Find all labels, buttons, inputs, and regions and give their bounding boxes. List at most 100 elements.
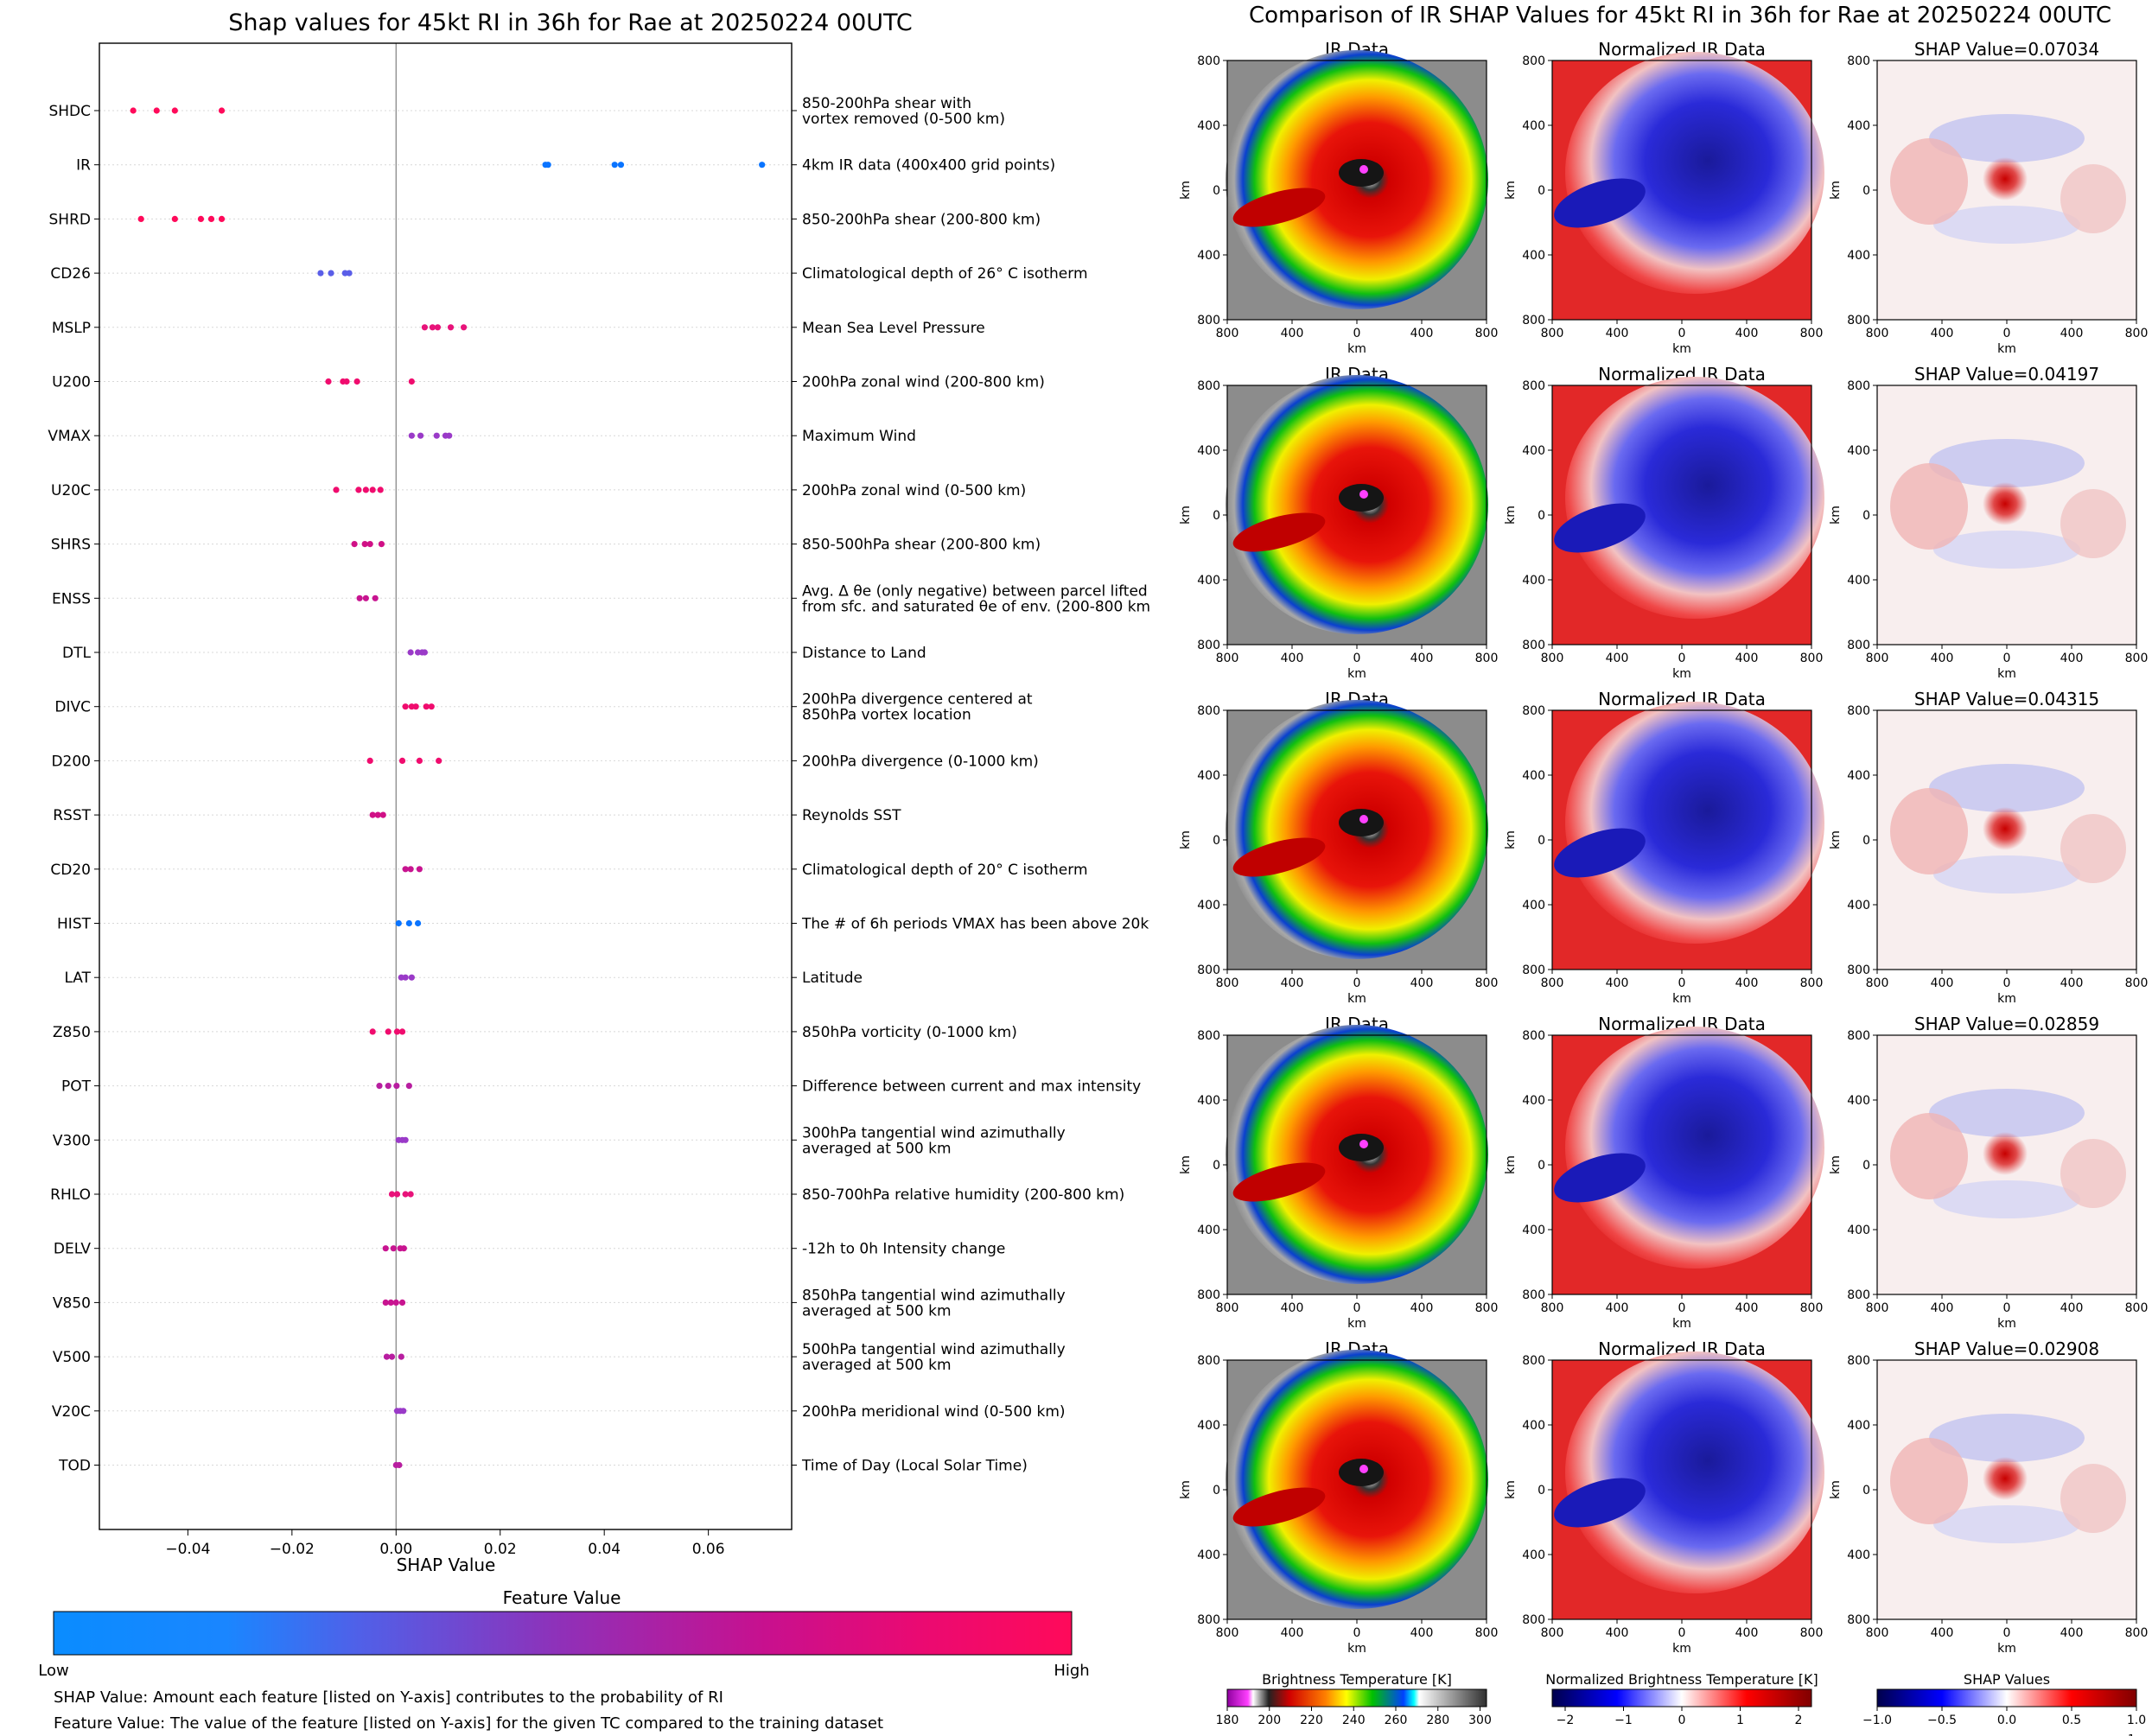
- shap-point: [393, 1083, 400, 1090]
- shap-core-hotspot: [1983, 1132, 2028, 1175]
- ir-image: [1226, 50, 1488, 320]
- panel-y-tick-label: 800: [1522, 704, 1545, 718]
- feature-name-label: V500: [53, 1349, 91, 1366]
- panel-y-tick-label: 400: [1847, 769, 1870, 783]
- feature-description: Mean Sea Level Pressure: [802, 320, 985, 337]
- panel-y-tick-label: 800: [1847, 379, 1870, 393]
- panel-x-axis-label: km: [1997, 1642, 2016, 1656]
- panel-y-tick-label: 400: [1522, 1419, 1545, 1433]
- panel-y-tick-label: 800: [1847, 1029, 1870, 1043]
- shap-point: [395, 919, 402, 927]
- panel-x-axis-label: km: [1672, 1317, 1691, 1331]
- feature-description: 850-700hPa relative humidity (200-800 km…: [802, 1186, 1124, 1204]
- panel-x-tick-label: 800: [1541, 1301, 1564, 1315]
- panel-y-tick-label: 400: [1522, 1548, 1545, 1562]
- colorbar-tick-label: 0: [1678, 1714, 1686, 1727]
- panel-x-tick-label: 800: [2125, 327, 2149, 340]
- shap-positive-region: [1890, 463, 1968, 550]
- colorbar-tick-label: 2: [1795, 1714, 1803, 1727]
- colorbar-tick-label: 200: [1257, 1714, 1281, 1727]
- panel-y-axis-label: km: [1504, 506, 1518, 525]
- panel-y-tick-label: 800: [1197, 1613, 1220, 1627]
- shap-point: [414, 919, 422, 927]
- shap-point: [153, 107, 160, 114]
- shap-point: [433, 432, 440, 439]
- shap-point: [385, 1083, 392, 1090]
- shap-point: [377, 486, 384, 493]
- panel-x-tick-label: 800: [1800, 327, 1824, 340]
- shap-point: [388, 1191, 396, 1198]
- x-tick-label: 0.06: [692, 1541, 725, 1558]
- feature-value-colorbar: [53, 1611, 1073, 1656]
- panel-x-tick-label: 800: [1541, 1626, 1564, 1640]
- panel-y-tick-label: 400: [1197, 1094, 1220, 1108]
- normalized-rainband: [1554, 503, 1646, 553]
- panel-y-tick-label: 800: [1197, 1288, 1220, 1302]
- panel-y-tick-label: 400: [1847, 574, 1870, 588]
- shap-positive-region: [1890, 1438, 1968, 1524]
- panel-x-tick-label: 800: [1866, 1301, 1889, 1315]
- panel-x-tick-label: 400: [1606, 976, 1629, 990]
- shap-positive-region: [1890, 138, 1968, 225]
- note-shap-value: SHAP Value: Amount each feature [listed …: [54, 1688, 723, 1707]
- feature-name-label: Z850: [53, 1024, 91, 1041]
- panel-x-tick-label: 400: [1931, 1626, 1954, 1640]
- shap-point: [398, 1299, 406, 1306]
- panel-y-axis-label: km: [1504, 830, 1518, 849]
- shap-negative-region: [1929, 1414, 2085, 1462]
- shap-point: [447, 324, 455, 331]
- normalized-ir-image: [1552, 1351, 1824, 1619]
- panel-y-tick-label: 400: [1522, 769, 1545, 783]
- shap-point: [317, 270, 324, 277]
- feature-description: 200hPa zonal wind (0-500 km): [802, 482, 1026, 499]
- shap-point: [408, 432, 415, 439]
- comparison-row: IR Data80080040040000400400800800kmkmNor…: [1179, 1014, 2148, 1331]
- panel-x-tick-label: 400: [1931, 976, 1954, 990]
- shap-point: [402, 703, 409, 710]
- panel-x-axis-label: km: [1997, 992, 2016, 1006]
- feature-description: 200hPa zonal wind (200-800 km): [802, 374, 1045, 391]
- feature-name-label: U20C: [51, 482, 91, 499]
- feature-name-label: VMAX: [48, 428, 91, 445]
- panel-x-axis-label: km: [1347, 667, 1366, 681]
- feature-name-label: DIVC: [54, 699, 91, 716]
- panel-x-tick-label: 400: [1281, 1301, 1304, 1315]
- feature-description: 500hPa tangential wind azimuthally: [802, 1341, 1066, 1358]
- panel-x-tick-label: 800: [1866, 652, 1889, 665]
- panel-y-tick-label: 400: [1847, 249, 1870, 263]
- panel-x-tick-label: 0: [2003, 1626, 2011, 1640]
- colorbar-tick-label: 300: [1468, 1714, 1492, 1727]
- panel-y-tick-label: 400: [1522, 899, 1545, 913]
- shap-point: [382, 1299, 389, 1306]
- colorbar: Normalized Brightness Temperature [K] −2 −…: [1545, 1671, 1818, 1727]
- colorbar-tick-label: 1.0: [2127, 1714, 2146, 1727]
- shap-point: [328, 270, 334, 277]
- panel-y-tick-label: 400: [1847, 1224, 1870, 1237]
- shap-point: [130, 107, 137, 114]
- feature-name-label: RSST: [53, 807, 91, 824]
- feature-description: Latitude: [802, 970, 863, 987]
- shap-point: [412, 703, 419, 710]
- shap-panel-title: SHAP Value=0.02908: [1914, 1339, 2099, 1359]
- feature-description: Time of Day (Local Solar Time): [801, 1458, 1028, 1475]
- shap-positive-region: [2060, 1464, 2126, 1533]
- panel-y-tick-label: 0: [1862, 1484, 1870, 1498]
- panel-y-tick-label: 0: [1213, 184, 1220, 198]
- panel-x-tick-label: 0: [1678, 652, 1686, 665]
- panel-x-tick-label: 0: [1353, 652, 1361, 665]
- colorbar-offset-label: 1e−5: [2128, 1733, 2152, 1736]
- panel-x-tick-label: 400: [1410, 652, 1434, 665]
- comparison-row: IR Data80080040040000400400800800kmkmNor…: [1179, 39, 2148, 356]
- panel-x-tick-label: 400: [1410, 327, 1434, 340]
- shap-point: [137, 215, 144, 222]
- feature-name-label: POT: [61, 1078, 92, 1096]
- shap-point: [400, 1245, 407, 1252]
- shap-point: [434, 324, 442, 331]
- panel-x-tick-label: 800: [1475, 327, 1499, 340]
- panel-y-tick-label: 800: [1522, 1354, 1545, 1368]
- shap-point: [366, 541, 373, 548]
- shap-point: [351, 541, 358, 548]
- shap-point: [416, 757, 423, 765]
- note-feature-value: Feature Value: The value of the feature …: [54, 1714, 883, 1733]
- shap-point: [218, 215, 226, 222]
